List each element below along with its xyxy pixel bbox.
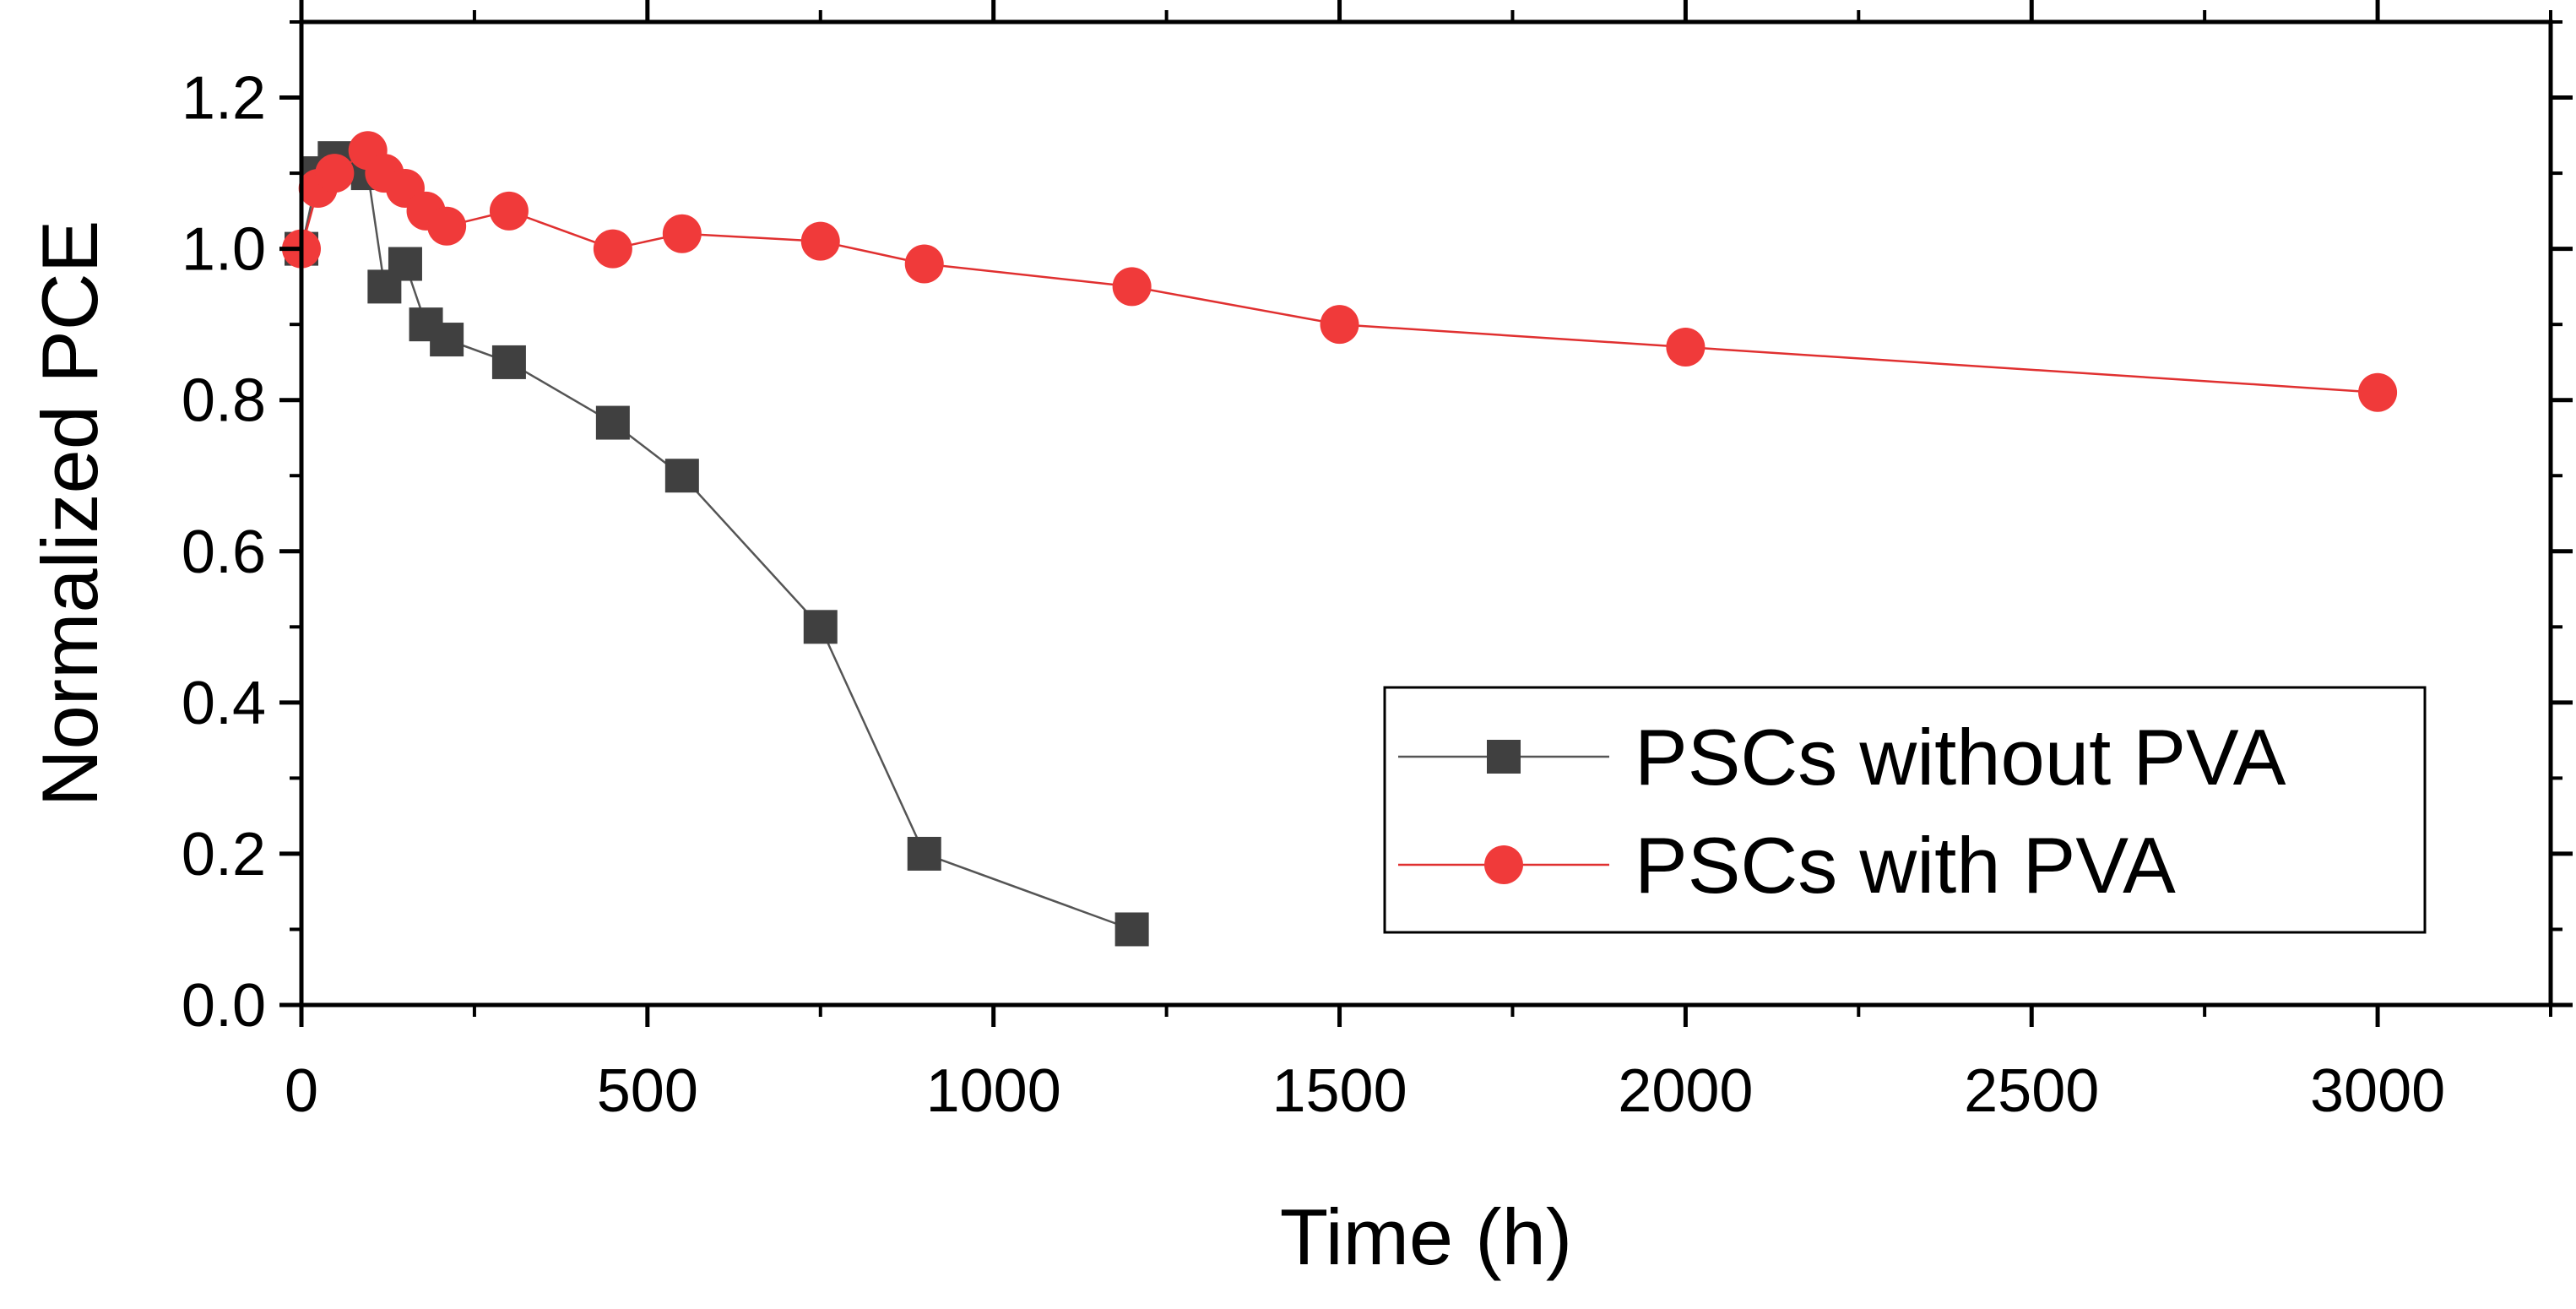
data-point-square [907,836,941,871]
data-point-square [803,610,838,644]
legend-marker-square [1487,740,1521,774]
data-point-circle [1320,305,1359,345]
x-tick-label: 3000 [2310,1057,2445,1125]
data-point-square [595,405,630,440]
y-tick-label: 0.0 [182,972,266,1040]
legend-label: PSCs with PVA [1635,821,2176,910]
data-point-circle [904,244,944,284]
x-axis-label: Time (h) [1280,1192,1572,1281]
y-tick-label: 0.6 [182,519,266,586]
x-tick-label: 2500 [1964,1057,2099,1125]
legend-marker-circle [1484,845,1523,884]
series-1 [285,141,1149,947]
data-point-circle [315,154,355,193]
data-point-square [430,323,464,357]
plot-series [282,131,2398,947]
y-tick-label: 0.2 [182,821,266,888]
data-point-circle [593,229,632,269]
x-tick-label: 1500 [1272,1057,1407,1125]
data-point-square [664,459,699,493]
series-2 [282,131,2398,412]
y-tick-label: 1.2 [182,65,266,133]
y-axis-label: Normalized PCE [25,220,114,807]
data-point-circle [2358,372,2398,412]
y-tick-label: 1.0 [182,216,266,284]
axes: 0 500 1000 1500 2000 2500 3000 0.0 0.2 0.4 0.6 0.8 1… [182,0,2573,1125]
data-point-circle [800,221,840,261]
series-line [300,149,2378,394]
y-tick-label: 0.4 [182,670,266,737]
legend: PSCs without PVA PSCs with PVA [1383,686,2427,934]
x-tick-label: 1000 [926,1057,1061,1125]
data-point-circle [427,206,467,246]
data-point-square [491,345,526,379]
data-point-square [388,247,422,281]
legend-label: PSCs without PVA [1635,713,2286,801]
x-tick-label: 0 [285,1057,318,1125]
plot-frame [299,19,2553,1008]
y-tick-label: 0.8 [182,367,266,435]
data-point-circle [489,191,529,231]
legend-entries: PSCs without PVA PSCs with PVA [1398,713,2286,910]
legend-entry: PSCs with PVA [1398,821,2176,910]
data-point-circle [662,214,702,253]
data-point-circle [1112,267,1152,307]
legend-box [1383,686,2427,934]
x-tick-label: 500 [597,1057,698,1125]
data-point-circle [1666,328,1706,367]
legend-entry: PSCs without PVA [1398,713,2286,801]
x-tick-label: 2000 [1618,1057,1753,1125]
data-point-square [1114,912,1149,947]
